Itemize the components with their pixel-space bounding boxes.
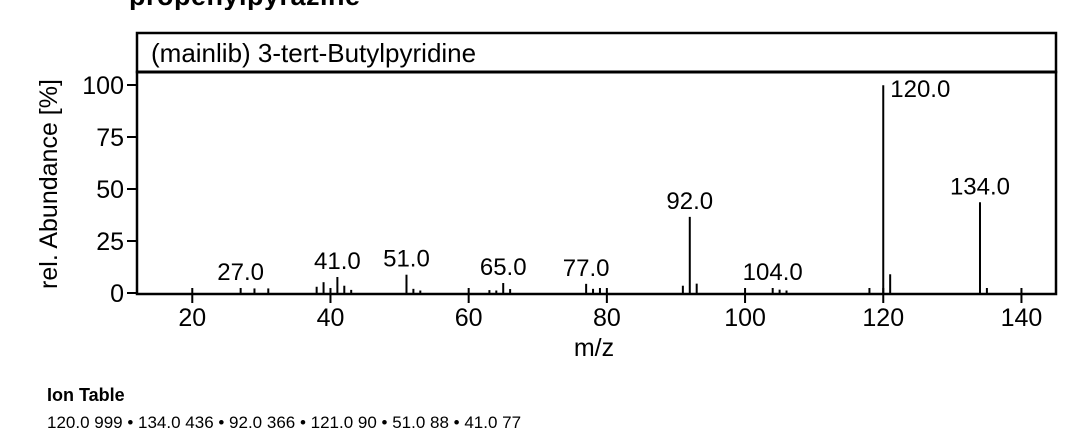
x-tick-label: 60 — [455, 304, 483, 332]
clipped-compound-name-text: propenylpyrazine — [129, 0, 429, 10]
clipped-compound-name: propenylpyrazine — [129, 0, 429, 10]
ion-table: Ion Table 120.0 999 • 134.0 436 • 92.0 3… — [47, 385, 1047, 433]
mass-spectrum-chart: (mainlib) 3-tert-Butylpyridine rel. Abun… — [35, 31, 1058, 362]
peak-labels: 27.0 41.0 51.0 65.0 77.0 92.0 104.0 120.0 134.0 — [217, 76, 1010, 286]
y-tick-label: 0 — [110, 280, 124, 308]
y-axis: 0 25 50 75 100 — [82, 72, 137, 308]
x-tick-label: 40 — [317, 304, 345, 332]
y-tick-label: 75 — [96, 124, 124, 152]
peak-label: 92.0 — [666, 188, 713, 215]
peak-label: 41.0 — [314, 248, 361, 275]
peak-label: 104.0 — [743, 259, 803, 286]
x-tick-label: 20 — [178, 304, 206, 332]
ion-table-values: 120.0 999 • 134.0 436 • 92.0 366 • 121.0… — [47, 413, 522, 432]
peak-label: 134.0 — [950, 173, 1010, 200]
peak-label: 51.0 — [383, 246, 430, 273]
x-tick-label: 100 — [724, 304, 766, 332]
x-axis-title: m/z — [574, 334, 614, 362]
ion-table-heading: Ion Table — [47, 385, 125, 405]
x-tick-label: 120 — [862, 304, 904, 332]
x-axis: 20 40 60 80 100 120 140 — [178, 288, 1042, 332]
y-tick-label: 25 — [96, 228, 124, 256]
y-tick-label: 100 — [82, 72, 124, 100]
peak-label: 65.0 — [480, 254, 527, 281]
x-tick-label: 140 — [1001, 304, 1043, 332]
peak-label: 27.0 — [217, 259, 264, 286]
spectrum-peaks — [239, 85, 988, 293]
peak-label: 120.0 — [890, 76, 950, 103]
x-tick-label: 80 — [593, 304, 621, 332]
chart-title: (mainlib) 3-tert-Butylpyridine — [151, 38, 476, 68]
y-axis-title: rel. Abundance [%] — [35, 79, 63, 289]
peak-label: 77.0 — [563, 255, 610, 282]
y-tick-label: 50 — [96, 176, 124, 204]
